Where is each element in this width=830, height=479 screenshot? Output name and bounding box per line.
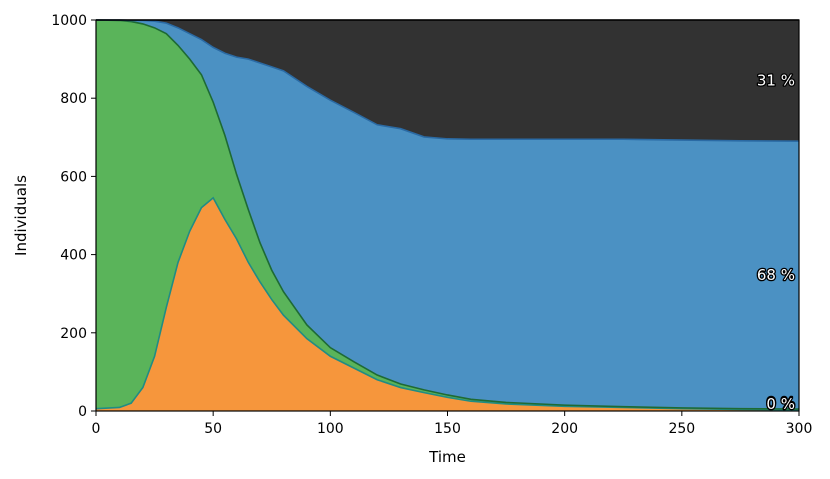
x-tick-label: 50 — [204, 421, 222, 437]
x-axis-label: Time — [428, 448, 466, 466]
y-axis-ticks: 0 200 400 600 800 1000 — [51, 13, 96, 420]
end-label-series-3: 31 % — [757, 72, 795, 90]
end-label-series-2: 68 % — [757, 266, 795, 284]
end-label-series-0: 0 % — [766, 395, 795, 413]
x-tick-label: 0 — [92, 421, 101, 437]
y-tick-label: 400 — [60, 248, 87, 264]
y-tick-label: 800 — [60, 91, 87, 107]
y-tick-label: 600 — [60, 169, 87, 185]
boundary-line-1 — [95, 19, 800, 410]
y-tick-label: 1000 — [51, 13, 87, 29]
y-tick-label: 200 — [60, 326, 87, 342]
boundary-line-2 — [96, 19, 800, 143]
x-axis-ticks: 0 50 100 150 200 250 300 — [92, 411, 813, 437]
boundary-line-0 — [95, 196, 800, 411]
x-tick-label: 150 — [434, 421, 461, 437]
area-layers — [95, 19, 800, 412]
y-axis-label: Individuals — [12, 175, 30, 256]
y-tick-label: 0 — [78, 404, 87, 420]
x-tick-label: 250 — [668, 421, 695, 437]
end-percentage-labels: 31 %68 %0 %0 % — [756, 70, 797, 414]
end-label-series-1: 0 % — [766, 394, 795, 412]
x-tick-label: 300 — [786, 421, 813, 437]
x-tick-label: 200 — [551, 421, 578, 437]
x-tick-label: 100 — [317, 421, 344, 437]
